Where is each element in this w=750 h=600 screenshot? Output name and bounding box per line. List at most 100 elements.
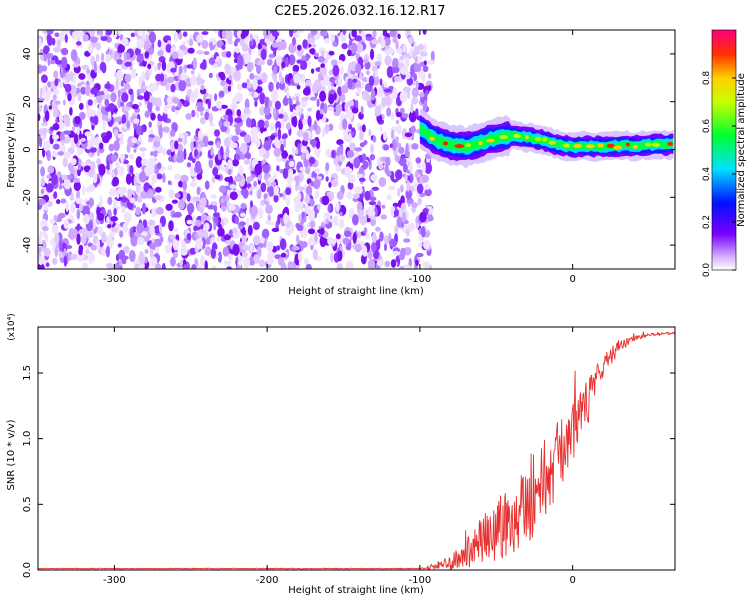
heatmap-noise-cell [136,38,145,50]
heatmap-noise-cell [177,101,183,109]
heatmap-noise-cell [180,247,188,256]
heatmap-noise-cell [418,242,423,248]
heatmap-noise-cell [62,157,68,168]
heatmap-noise-cell [92,173,98,184]
heatmap-noise-cell [123,106,131,112]
heatmap-noise-cell [213,30,219,34]
heatmap-noise-cell [85,84,91,97]
heatmap-noise-cell [208,158,214,169]
heatmap-noise-cell [295,95,300,103]
heatmap-noise-cell [136,95,145,100]
heatmap-noise-cell [402,44,407,53]
heatmap-noise-cell [63,114,70,126]
heatmap-noise-cell [74,115,81,125]
heatmap-noise-cell [138,88,147,93]
heatmap-noise-cell [305,149,309,160]
heatmap-noise-cell [276,165,280,172]
heatmap-noise-cell [273,65,278,75]
heatmap-noise-cell [47,57,51,66]
heatmap-noise-cell [110,154,118,162]
heatmap-noise-cell [307,236,315,246]
heatmap-noise-cell [325,218,329,225]
heatmap-noise-cell [379,126,383,132]
heatmap-noise-cell [404,174,408,182]
heatmap-noise-cell [371,186,380,191]
heatmap-noise-cell [292,245,300,251]
heatmap-noise-cell [173,173,182,181]
heatmap-noise-cell [171,97,180,104]
heatmap-noise-cell [236,265,243,269]
heatmap-noise-cell [76,208,81,220]
heatmap-noise-cell [275,81,280,90]
heatmap-noise-cell [162,126,170,133]
heatmap-noise-cell [362,245,368,257]
heatmap-noise-cell [186,162,191,168]
heatmap-noise-cell [70,49,78,62]
heatmap-noise-cell [194,148,198,158]
heatmap-noise-cell [145,34,149,40]
heatmap-noise-cell [306,222,311,229]
heatmap-noise-cell [148,121,152,128]
heatmap-noise-cell [116,58,123,65]
heatmap-noise-cell [250,200,253,208]
heatmap-peak [486,138,495,143]
heatmap-noise-cell [69,107,73,116]
heatmap-noise-cell [77,93,82,102]
heatmap-noise-cell [182,193,187,202]
heatmap-noise-cell [335,233,341,240]
heatmap-noise-cell [301,139,308,147]
heatmap-noise-cell [280,120,285,129]
heatmap-noise-cell [136,53,144,63]
heatmap-noise-cell [264,100,269,108]
heatmap-noise-cell [126,120,131,129]
heatmap-noise-cell [302,87,311,96]
heatmap-noise-cell [320,63,326,68]
heatmap-noise-cell [254,99,258,108]
heatmap-noise-cell [147,157,156,169]
heatmap-noise-cell [369,48,375,61]
heatmap-noise-cell [227,159,233,170]
heatmap-noise-cell [391,66,400,74]
heatmap-noise-cell [213,222,217,231]
heatmap-noise-cell [107,196,113,206]
heatmap-noise-cell [366,70,370,76]
heatmap-noise-cell [52,123,60,131]
heatmap-noise-cell [267,176,275,183]
heatmap-noise-cell [404,56,410,68]
heatmap-noise-cell [141,71,146,82]
heatmap-noise-cell [370,89,376,101]
heatmap-noise-cell [118,259,123,267]
heatmap-noise-cell [54,100,61,105]
heatmap-noise-cell [133,118,140,124]
heatmap-noise-cell [223,260,232,266]
heatmap-noise-cell [317,56,325,63]
snr-x-tick-label: -100 [409,575,432,586]
heatmap-noise-cell [348,39,353,46]
heatmap-noise-cell [53,191,58,199]
heatmap-noise-cell [38,263,45,269]
heatmap-noise-cell [272,107,276,119]
heatmap-noise-cell [43,140,51,152]
heatmap-noise-cell [153,140,161,148]
heatmap-noise-cell [124,61,132,67]
heatmap-noise-cell [337,250,343,262]
heatmap-noise-cell [129,250,136,262]
heatmap-noise-cell [352,232,357,244]
heatmap-noise-cell [220,72,225,81]
heatmap-noise-cell [346,101,355,107]
snr-y-tick-label: 0.0 [22,562,33,578]
heatmap-noise-cell [235,154,241,161]
heatmap-noise-cell [174,211,182,218]
heatmap-noise-cell [284,227,292,237]
heatmap-noise-cell [390,129,395,139]
heatmap-noise-cell [312,82,319,94]
heatmap-noise-cell [378,164,384,170]
heatmap-noise-cell [345,243,352,251]
heatmap-noise-cell [177,137,183,143]
heatmap-noise-cell [354,147,363,152]
heatmap-noise-cell [259,242,264,249]
heatmap-noise-cell [371,242,377,253]
heatmap-noise-cell [350,42,358,54]
heatmap-noise-cell [72,75,76,85]
heatmap-noise-cell [53,214,58,222]
